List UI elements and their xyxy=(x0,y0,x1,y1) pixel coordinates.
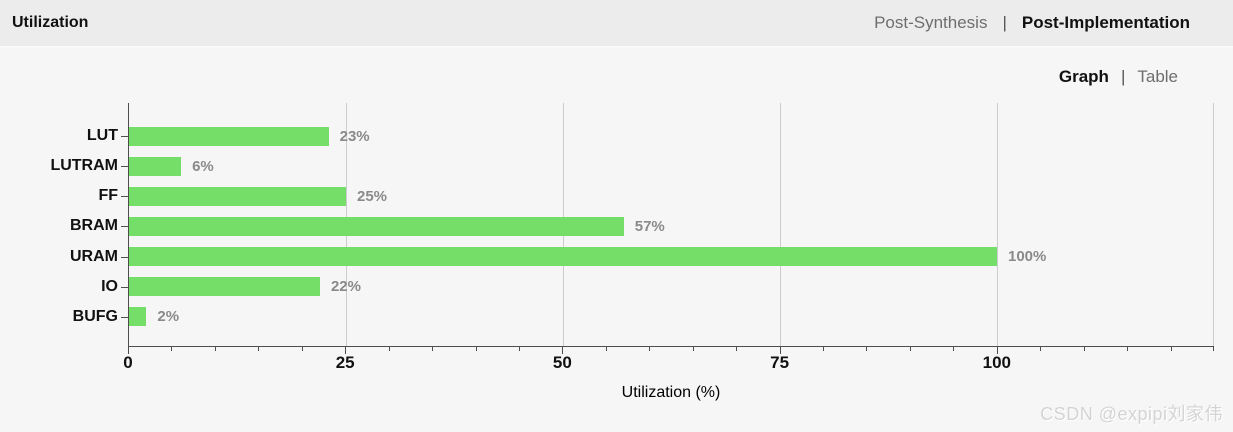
bar-value-label: 22% xyxy=(330,278,361,296)
x-tick-label: 25 xyxy=(335,353,355,372)
x-major-tick xyxy=(562,347,564,354)
x-major-tick xyxy=(128,347,129,354)
x-minor-tick xyxy=(692,347,694,351)
x-minor-tick xyxy=(432,347,434,351)
y-tick xyxy=(121,226,129,228)
x-minor-tick xyxy=(214,347,216,351)
x-axis-label: Utilization (%) xyxy=(621,384,721,401)
x-minor-tick xyxy=(171,347,173,351)
x-minor-tick xyxy=(1127,347,1129,351)
y-tick xyxy=(121,316,129,318)
category-label: LUTRAM xyxy=(50,157,118,175)
chart-row: BRAM 57% xyxy=(70,211,1214,241)
x-minor-tick xyxy=(736,347,738,351)
view-option-graph[interactable]: Graph xyxy=(1058,67,1109,86)
x-major-tick xyxy=(345,347,347,354)
x-minor-tick xyxy=(388,347,390,351)
x-minor-tick xyxy=(518,347,520,351)
chart-row: URAM 100% xyxy=(70,242,1214,272)
y-tick xyxy=(121,136,129,138)
y-tick xyxy=(121,166,129,168)
x-tick-label: 50 xyxy=(552,353,572,372)
x-minor-tick xyxy=(1040,347,1042,351)
x-minor-tick xyxy=(649,347,651,351)
chart-row: LUTRAM 6% xyxy=(50,151,1214,181)
x-minor-tick xyxy=(301,347,303,351)
view-toggle: Graph | Table xyxy=(1059,67,1178,87)
watermark: CSDN @expipi刘家伟 xyxy=(1040,404,1223,424)
utilization-bar xyxy=(129,277,320,297)
x-axis-ticks: 0 25 50 75 100 xyxy=(123,347,1214,377)
x-minor-tick xyxy=(475,347,477,351)
utilization-bar xyxy=(129,186,346,206)
x-minor-tick xyxy=(605,347,607,351)
chart-row: FF 25% xyxy=(98,181,1214,211)
bar-value-label: 6% xyxy=(192,157,214,175)
x-minor-tick xyxy=(823,347,825,351)
x-tick-label: 100 xyxy=(982,353,1011,372)
category-label: URAM xyxy=(70,247,118,265)
utilization-bar xyxy=(129,126,329,146)
y-tick xyxy=(121,196,129,198)
x-tick-label: 0 xyxy=(123,353,133,372)
x-minor-tick xyxy=(909,347,911,351)
chart-row: IO 22% xyxy=(101,272,1214,302)
category-label: IO xyxy=(101,277,118,295)
utilization-bar xyxy=(129,247,997,267)
view-separator: | xyxy=(1120,67,1126,86)
y-tick xyxy=(121,286,129,288)
gridline xyxy=(780,103,781,346)
report-tabs: Post-Synthesis | Post-Implementation xyxy=(874,13,1190,33)
bar-value-label: 23% xyxy=(339,127,370,145)
view-option-table[interactable]: Table xyxy=(1137,67,1178,86)
panel-header: Utilization Post-Synthesis | Post-Implem… xyxy=(0,0,1233,48)
bar-rows: LUT 23% LUTRAM 6% FF 25% BRAM 57% URAM 100% IO 22% B… xyxy=(50,103,1214,346)
utilization-bar xyxy=(129,156,182,176)
bar-value-label: 100% xyxy=(1008,248,1047,266)
utilization-bar xyxy=(129,307,147,327)
y-tick xyxy=(121,256,129,258)
category-label: FF xyxy=(98,187,118,205)
x-minor-tick xyxy=(1170,347,1172,351)
x-major-tick xyxy=(779,347,781,354)
x-minor-tick xyxy=(953,347,955,351)
category-label: BRAM xyxy=(70,217,118,235)
x-tick-label: 75 xyxy=(770,353,790,372)
chart-row: BUFG 2% xyxy=(73,302,1214,332)
category-label: LUT xyxy=(86,127,118,145)
bar-value-label: 2% xyxy=(157,308,180,326)
tab-post-synthesis[interactable]: Post-Synthesis xyxy=(874,13,988,32)
plot-area: LUT 23% LUTRAM 6% FF 25% BRAM 57% URAM 100% IO 22% B… xyxy=(50,103,1214,347)
tab-post-implementation[interactable]: Post-Implementation xyxy=(1021,13,1190,32)
x-major-tick xyxy=(996,347,998,354)
x-minor-tick xyxy=(258,347,260,351)
bar-value-label: 57% xyxy=(634,217,665,235)
x-minor-tick xyxy=(1213,347,1214,351)
utilization-bar xyxy=(129,216,624,236)
x-minor-tick xyxy=(1083,347,1085,351)
x-minor-tick xyxy=(866,347,868,351)
bar-value-label: 25% xyxy=(357,187,388,205)
gridline xyxy=(1213,103,1214,346)
gridline xyxy=(997,103,998,346)
category-label: BUFG xyxy=(72,307,118,325)
chart-row: LUT 23% xyxy=(87,121,1214,151)
tab-separator: | xyxy=(1002,13,1007,32)
panel-title: Utilization xyxy=(12,14,89,31)
